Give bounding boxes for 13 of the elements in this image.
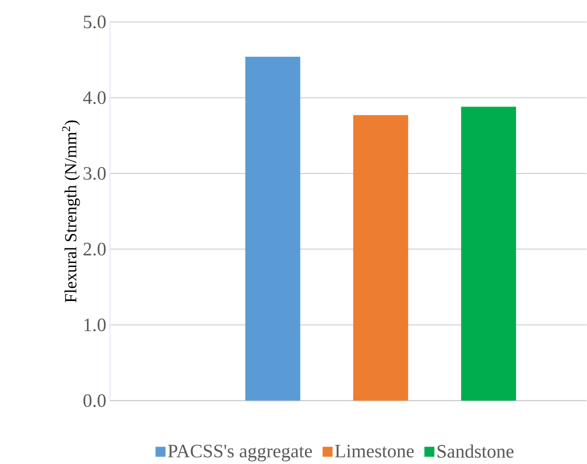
bar (353, 115, 408, 401)
legend-label: Sandstone (438, 444, 514, 458)
y-axis-title: Flexural Strength (N/mm$^{2}$) (62, 120, 80, 303)
bar (461, 106, 516, 401)
y-tick-label: 0.0 (83, 394, 106, 408)
legend-label: PACSS's aggregate (168, 444, 312, 462)
y-tick-label: 2.0 (84, 242, 106, 256)
y-tick-label: 3.0 (84, 167, 106, 180)
legend-label: Limestone (335, 444, 414, 458)
bar (245, 57, 300, 401)
y-tick-label: 1.0 (84, 318, 106, 332)
y-tick-label: 5.0 (84, 16, 106, 29)
y-tick-label: 4.0 (83, 91, 106, 104)
